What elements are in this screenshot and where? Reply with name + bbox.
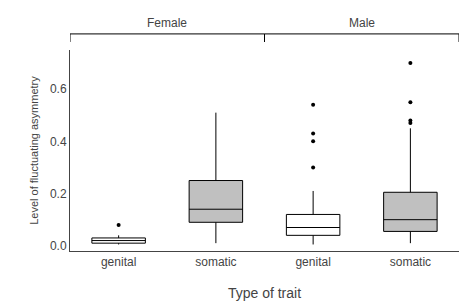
svg-text:somatic: somatic	[390, 255, 431, 269]
svg-text:0.4: 0.4	[50, 135, 67, 149]
svg-text:Level of fluctuating asymmetry: Level of fluctuating asymmetry	[28, 76, 40, 225]
svg-text:0.6: 0.6	[50, 82, 67, 96]
svg-text:somatic: somatic	[195, 255, 236, 269]
svg-text:0.2: 0.2	[50, 187, 67, 201]
svg-text:Type of trait: Type of trait	[228, 285, 301, 301]
svg-text:genital: genital	[101, 255, 136, 269]
svg-text:0.0: 0.0	[50, 239, 67, 253]
svg-text:genital: genital	[295, 255, 330, 269]
svg-text:Female: Female	[147, 16, 187, 30]
svg-text:Male: Male	[349, 16, 375, 30]
